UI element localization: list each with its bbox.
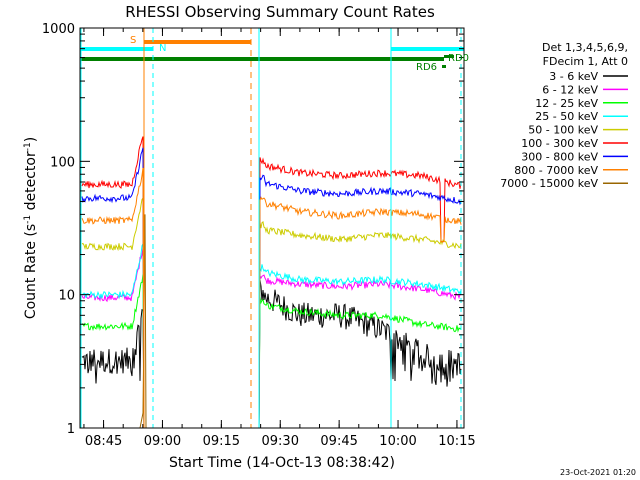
series-line bbox=[81, 274, 145, 429]
plot-frame bbox=[79, 27, 465, 429]
y-tick-label: 1 bbox=[67, 422, 75, 437]
saa-label: S bbox=[130, 35, 136, 46]
series-line bbox=[258, 196, 462, 429]
night-bar bbox=[80, 47, 153, 51]
decimation-bar-rd0 bbox=[80, 57, 444, 61]
night-bar bbox=[391, 47, 464, 51]
legend-label: 100 - 300 keV bbox=[521, 137, 598, 150]
saa-bar bbox=[144, 40, 251, 44]
x-tick-label: 09:00 bbox=[144, 434, 181, 449]
chart-title: RHESSI Observing Summary Count Rates bbox=[125, 3, 435, 21]
legend-label: 3 - 6 keV bbox=[549, 70, 598, 83]
series-line bbox=[81, 147, 145, 429]
series-line bbox=[258, 220, 462, 429]
axes-layer: 08:45 09:00 09:15 09:30 09:45 10:00 10:15 1 10 10… bbox=[42, 22, 476, 449]
series-line bbox=[258, 174, 462, 429]
series-line bbox=[258, 274, 462, 429]
y-tick-label: 1000 bbox=[42, 22, 75, 37]
legend-header-line-1: Det 1,3,4,5,6,9, bbox=[542, 41, 628, 54]
series-line bbox=[81, 136, 145, 429]
series-line bbox=[81, 247, 145, 429]
series-line bbox=[258, 296, 462, 429]
decimation-bar-rd6 bbox=[442, 65, 446, 68]
series-line bbox=[81, 308, 145, 429]
legend-label: 25 - 50 keV bbox=[535, 110, 598, 123]
x-axis-label: Start Time (14-Oct-13 08:38:42) bbox=[169, 455, 395, 471]
legend-label: 300 - 800 keV bbox=[521, 150, 598, 163]
legend-label: 6 - 12 keV bbox=[542, 83, 598, 96]
night-label: N bbox=[159, 43, 166, 54]
series-line bbox=[258, 279, 462, 429]
y-tick-label: 10 bbox=[58, 289, 75, 304]
x-tick-label: 08:45 bbox=[85, 434, 122, 449]
legend-label: 800 - 7000 keV bbox=[514, 164, 598, 177]
timestamp: 23-Oct-2021 01:20 bbox=[560, 468, 636, 477]
decimation-bar-rd0-tail bbox=[444, 55, 454, 58]
series-line bbox=[81, 167, 145, 429]
rd6-label: RD6 bbox=[416, 62, 437, 73]
x-tick-label: 09:45 bbox=[320, 434, 357, 449]
legend-label: 12 - 25 keV bbox=[535, 97, 598, 110]
x-tick-label: 10:15 bbox=[438, 434, 475, 449]
legend-label: 50 - 100 keV bbox=[528, 124, 598, 137]
series-line bbox=[81, 196, 145, 429]
status-bars-layer bbox=[80, 40, 464, 68]
legend-label: 7000 - 15000 keV bbox=[500, 177, 598, 190]
rd0-label: RD0 bbox=[448, 53, 469, 64]
x-tick-label: 09:15 bbox=[203, 434, 240, 449]
legend: Det 1,3,4,5,6,9, FDecim 1, Att 0 3 - 6 k… bbox=[500, 41, 628, 190]
legend-header-line-2: FDecim 1, Att 0 bbox=[543, 55, 628, 68]
series-line bbox=[258, 264, 462, 429]
y-tick-label: 100 bbox=[50, 155, 75, 170]
y-axis-label: Count Rate (s-1 detector-1) bbox=[23, 137, 39, 319]
vertical-markers-layer bbox=[80, 28, 462, 428]
x-tick-label: 09:30 bbox=[262, 434, 299, 449]
series-layer bbox=[81, 136, 462, 429]
series-line bbox=[81, 243, 145, 429]
x-tick-label: 10:00 bbox=[379, 434, 416, 449]
series-line bbox=[258, 157, 462, 429]
